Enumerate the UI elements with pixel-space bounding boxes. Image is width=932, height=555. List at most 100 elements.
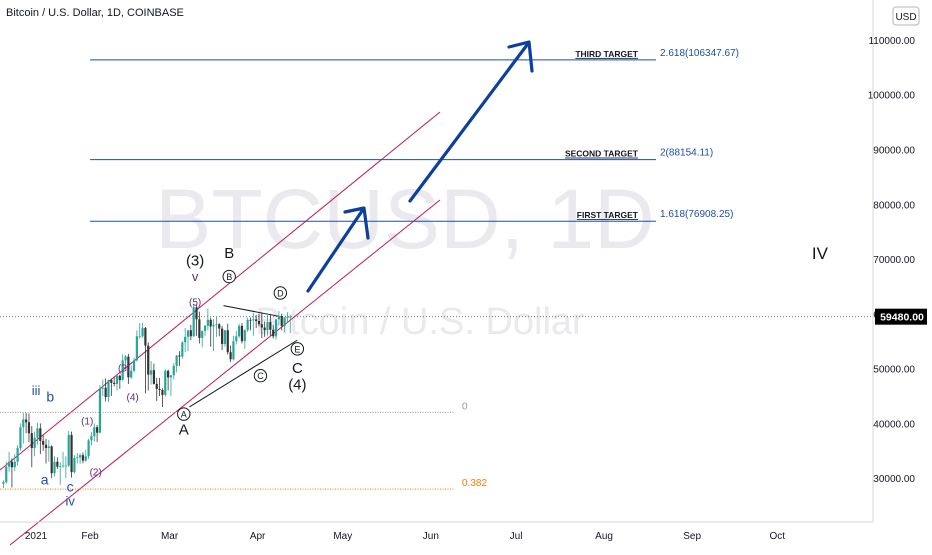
wave-label: (1) [81, 416, 93, 427]
candle-body [243, 330, 246, 342]
candle-body [56, 461, 59, 467]
wave-label-circled: E [290, 342, 305, 356]
target-label-2: SECOND TARGET [565, 149, 639, 159]
candle-body [13, 461, 16, 468]
candle-body [33, 437, 36, 449]
candle-body [78, 455, 82, 458]
wave-label: (4) [127, 392, 139, 403]
candle-body [144, 328, 147, 346]
candle-body [42, 440, 45, 445]
candle-body [93, 427, 96, 436]
candle-body [113, 382, 116, 384]
candle-body [249, 319, 252, 321]
candle-body [257, 320, 261, 325]
wave-label: a [41, 472, 49, 488]
y-tick-label: 40000.00 [873, 419, 915, 430]
candle-body [232, 341, 235, 360]
candle-body [96, 427, 99, 433]
candle-body [175, 355, 178, 366]
wave-label: v [192, 269, 199, 284]
currency-button-label: USD [895, 12, 916, 23]
candle-body [189, 330, 192, 337]
candle-body [172, 365, 175, 376]
triangle-lower-line [189, 339, 298, 408]
candle-body [206, 319, 209, 326]
wave-label: (4) [288, 376, 306, 393]
projection-arrow-1 [306, 209, 364, 293]
candle-body [164, 370, 167, 395]
candle-body [147, 345, 150, 375]
wave-label: (2) [90, 467, 102, 478]
candle-body [53, 461, 56, 474]
candle-body [5, 466, 8, 483]
candle-body [87, 440, 90, 457]
wave-label: C [292, 360, 303, 377]
x-tick-label: Jun [423, 531, 439, 542]
candle-body [260, 324, 263, 328]
wave-label-circled: B [222, 269, 236, 284]
candle-body [61, 465, 65, 467]
svg-text:A: A [181, 410, 187, 420]
svg-text:59480.00: 59480.00 [880, 312, 924, 324]
wave-label: iii [32, 383, 41, 398]
y-tick-label: 70000.00 [873, 255, 915, 266]
candle-body [218, 324, 221, 329]
candle-body [19, 427, 22, 449]
x-tick-label: Mar [161, 531, 179, 542]
candle-body [127, 356, 130, 378]
candle-body [135, 336, 138, 361]
wave-label-circled: C [253, 369, 268, 383]
candle-body [30, 433, 33, 449]
candle-body [266, 322, 269, 331]
x-tick-label: Feb [81, 531, 99, 542]
candle-body [226, 330, 229, 353]
candle-body [209, 319, 212, 327]
wave-label-circled: D [273, 286, 288, 300]
candle-body [7, 461, 11, 467]
candle-body [98, 388, 102, 433]
candle-body [76, 457, 79, 459]
target-fib-3: 2.618(106347.67) [660, 48, 739, 59]
currency-button[interactable]: USD [892, 6, 920, 26]
svg-text:D: D [277, 289, 284, 299]
candle-body [263, 327, 266, 331]
candle-body [198, 319, 201, 338]
candle-body [274, 319, 278, 337]
y-tick-label: 90000.00 [873, 145, 915, 156]
candle-body [201, 330, 204, 338]
x-tick-label: Aug [595, 531, 613, 542]
candle-body [25, 419, 28, 423]
candle-body [203, 325, 207, 331]
channel-lower-line [9, 199, 441, 546]
candle-body [252, 319, 255, 321]
candle-body [50, 446, 53, 474]
svg-text:C: C [257, 371, 264, 381]
candle-body [90, 435, 93, 441]
candle-body [161, 389, 164, 395]
svg-text:B: B [226, 272, 232, 282]
projection-arrow-2-head [507, 40, 534, 73]
candle-body [167, 370, 170, 378]
candle-body [155, 383, 158, 389]
candle-body [104, 387, 107, 398]
wave-label: (3) [118, 363, 130, 374]
target-fib-1: 1.618(76908.25) [660, 209, 733, 220]
y-tick-label: 50000.00 [873, 365, 915, 376]
candle-body [192, 307, 195, 337]
x-tick-label: Oct [770, 531, 786, 542]
candle-body [107, 380, 110, 398]
candle-body [272, 329, 275, 337]
candle-body [223, 330, 227, 344]
projection-arrow-1-head [343, 206, 370, 240]
candle-body [27, 422, 31, 434]
target-fib-2: 2(88154.11) [660, 148, 713, 159]
candle-body [84, 456, 87, 461]
candle-body [110, 380, 113, 383]
candle-body [47, 446, 50, 449]
candle-body [22, 419, 25, 428]
wave-label-circled: A [177, 407, 191, 421]
candle-body [246, 319, 249, 331]
x-tick-label: Jul [510, 531, 523, 542]
